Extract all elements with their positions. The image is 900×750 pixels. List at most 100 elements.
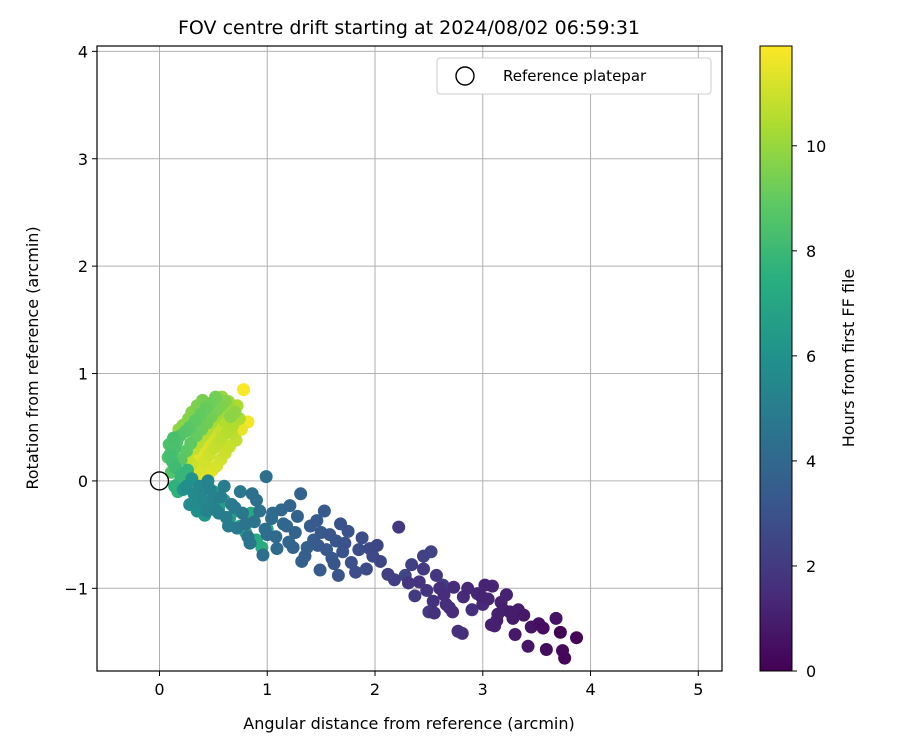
legend-box bbox=[436, 57, 712, 95]
x-tick-label: 5 bbox=[693, 680, 703, 699]
data-point bbox=[417, 549, 431, 563]
data-point bbox=[344, 556, 358, 570]
colorbar-gradient bbox=[759, 45, 793, 672]
data-point bbox=[392, 520, 406, 534]
x-axis-ticks: 0 1 2 3 4 5 bbox=[154, 671, 703, 699]
data-point bbox=[506, 611, 520, 625]
y-tick-label: 0 bbox=[78, 472, 88, 491]
colorbar-tick-label: 8 bbox=[806, 242, 816, 261]
data-point bbox=[298, 549, 312, 563]
data-point bbox=[224, 409, 238, 423]
data-point bbox=[283, 499, 297, 513]
data-point bbox=[475, 590, 489, 604]
data-point bbox=[259, 470, 273, 484]
colorbar-tick-label: 10 bbox=[806, 137, 826, 156]
colorbar-label: Hours from first FF file bbox=[839, 269, 858, 448]
legend-label-reference: Reference platepar bbox=[503, 67, 647, 85]
data-point bbox=[405, 558, 419, 572]
data-point bbox=[235, 506, 249, 520]
data-point bbox=[243, 536, 257, 550]
data-point bbox=[426, 594, 440, 608]
y-tick-label: −1 bbox=[64, 579, 88, 598]
data-point bbox=[536, 621, 550, 635]
data-point bbox=[249, 493, 263, 507]
data-point bbox=[327, 557, 341, 571]
colorbar-ticks: 0 2 4 6 8 10 bbox=[792, 137, 826, 681]
data-point bbox=[256, 548, 270, 562]
data-point bbox=[370, 538, 384, 552]
x-tick-label: 3 bbox=[478, 680, 488, 699]
y-tick-label: 1 bbox=[78, 365, 88, 384]
data-point bbox=[349, 565, 363, 579]
data-point bbox=[521, 639, 535, 653]
data-point bbox=[412, 575, 426, 589]
reference-marker-layer bbox=[149, 471, 170, 491]
data-point bbox=[437, 588, 451, 602]
data-point bbox=[341, 524, 355, 538]
data-point bbox=[355, 531, 369, 545]
data-point bbox=[465, 603, 479, 617]
data-point bbox=[478, 578, 492, 592]
data-point bbox=[490, 614, 504, 628]
data-point bbox=[447, 580, 461, 594]
x-tick-label: 0 bbox=[154, 680, 164, 699]
data-point bbox=[331, 568, 345, 582]
data-point bbox=[269, 530, 283, 544]
data-point bbox=[286, 541, 300, 555]
scatter-points bbox=[161, 383, 584, 665]
legend: Reference platepar bbox=[436, 57, 712, 95]
colorbar-tick-label: 4 bbox=[806, 452, 816, 471]
chart-title: FOV centre drift starting at 2024/08/02 … bbox=[178, 17, 640, 39]
x-tick-label: 1 bbox=[262, 680, 272, 699]
data-point bbox=[429, 568, 443, 582]
data-point bbox=[214, 490, 228, 504]
x-axis-label: Angular distance from reference (arcmin) bbox=[243, 714, 574, 733]
data-point bbox=[253, 504, 267, 518]
data-point bbox=[290, 509, 304, 523]
data-point bbox=[401, 576, 415, 590]
y-tick-label: 3 bbox=[78, 150, 88, 169]
data-point bbox=[427, 606, 441, 620]
data-point bbox=[539, 643, 553, 657]
colorbar-tick-label: 2 bbox=[806, 557, 816, 576]
data-point bbox=[508, 627, 522, 641]
data-point bbox=[517, 608, 531, 622]
x-tick-label: 2 bbox=[370, 680, 380, 699]
data-point bbox=[387, 573, 401, 587]
y-axis-label: Rotation from reference (arcmin) bbox=[23, 226, 42, 489]
x-tick-label: 4 bbox=[585, 680, 595, 699]
data-point bbox=[446, 605, 460, 619]
reference-platepar-marker bbox=[149, 471, 170, 491]
data-point bbox=[549, 611, 563, 625]
plot-frame bbox=[96, 45, 723, 672]
data-point bbox=[233, 485, 247, 499]
data-point bbox=[167, 431, 181, 445]
data-point bbox=[313, 563, 327, 577]
data-point bbox=[408, 589, 422, 603]
data-point bbox=[373, 554, 387, 568]
data-point bbox=[420, 583, 434, 597]
y-tick-label: 4 bbox=[78, 42, 88, 61]
data-point bbox=[558, 651, 572, 665]
legend-marker-reference bbox=[455, 66, 475, 86]
colorbar-tick-label: 0 bbox=[806, 662, 816, 681]
colorbar-tick-label: 6 bbox=[806, 347, 816, 366]
data-point bbox=[417, 562, 431, 576]
y-axis-ticks: −1 0 1 2 3 4 bbox=[64, 42, 97, 598]
data-point bbox=[237, 383, 251, 397]
data-point bbox=[217, 479, 231, 493]
data-point bbox=[338, 536, 352, 550]
data-point bbox=[239, 517, 253, 531]
data-point bbox=[270, 542, 284, 556]
data-point bbox=[352, 543, 366, 557]
data-point bbox=[553, 625, 567, 639]
data-point bbox=[455, 626, 469, 640]
data-point bbox=[294, 487, 308, 501]
data-point bbox=[461, 581, 475, 595]
data-point bbox=[359, 562, 373, 576]
y-tick-label: 2 bbox=[78, 257, 88, 276]
data-point bbox=[310, 514, 324, 528]
colorbar: 0 2 4 6 8 10 Hours from first FF file bbox=[759, 45, 858, 681]
data-point bbox=[288, 525, 302, 539]
